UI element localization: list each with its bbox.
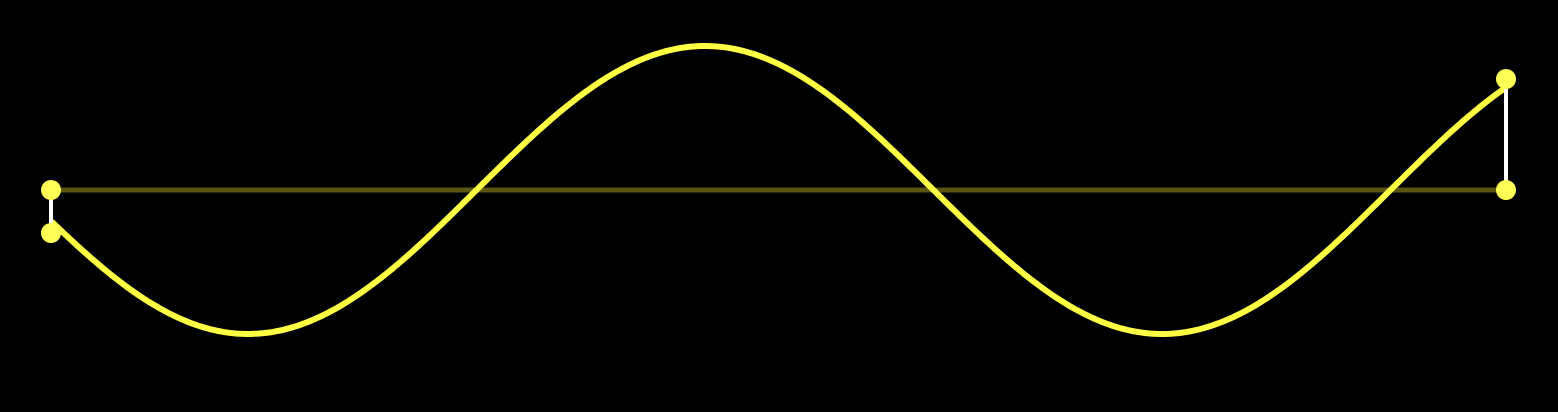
left-tangent-control-point[interactable] — [41, 223, 61, 243]
right-anchor-control-point[interactable] — [1496, 180, 1516, 200]
left-anchor-control-point[interactable] — [41, 180, 61, 200]
wave-curve[interactable] — [48, 43, 1509, 337]
right-tangent-control-point[interactable] — [1496, 69, 1516, 89]
